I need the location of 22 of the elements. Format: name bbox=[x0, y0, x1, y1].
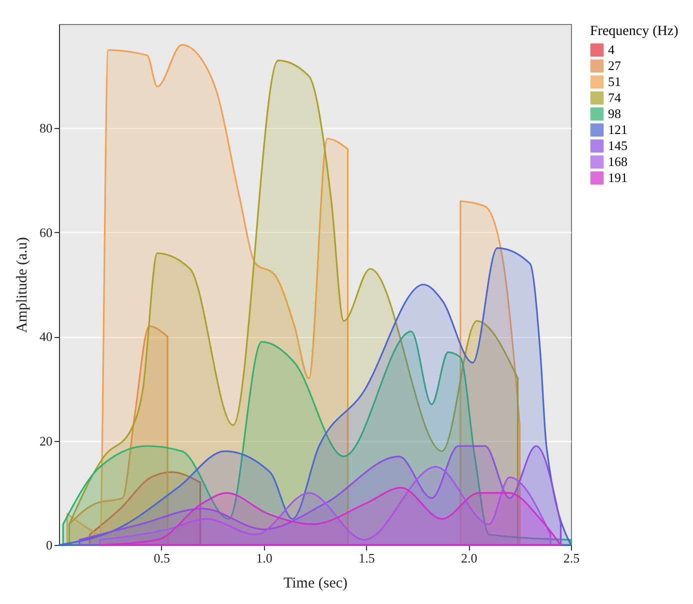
legend-label: 191 bbox=[608, 170, 628, 185]
x-tick-label: 1.5 bbox=[358, 550, 375, 566]
y-axis-title: Amplitude (a.u) bbox=[14, 237, 30, 333]
y-tick-label: 80 bbox=[40, 120, 52, 136]
x-tick-label: 2.5 bbox=[563, 550, 580, 566]
x-tick-label: 1.0 bbox=[256, 550, 272, 566]
legend-label: 51 bbox=[608, 74, 621, 89]
legend-label: 98 bbox=[608, 106, 621, 121]
x-tick-label: 0.5 bbox=[154, 550, 170, 566]
legend-label: 74 bbox=[608, 90, 622, 105]
legend-label: 145 bbox=[608, 138, 628, 153]
y-tick-label: 0 bbox=[46, 538, 52, 552]
x-tick-label: 2.0 bbox=[460, 550, 478, 566]
legend-title: Frequency (Hz) bbox=[590, 24, 679, 39]
y-tick-label: 60 bbox=[40, 224, 52, 240]
x-axis-title: Time (sec) bbox=[283, 576, 348, 592]
legend-label: 27 bbox=[608, 58, 622, 73]
legend-label: 168 bbox=[608, 154, 628, 169]
y-tick-label: 20 bbox=[40, 433, 52, 448]
legend-label: 121 bbox=[608, 122, 628, 137]
y-tick-label: 40 bbox=[40, 329, 52, 344]
legend-label: 4 bbox=[608, 42, 615, 57]
